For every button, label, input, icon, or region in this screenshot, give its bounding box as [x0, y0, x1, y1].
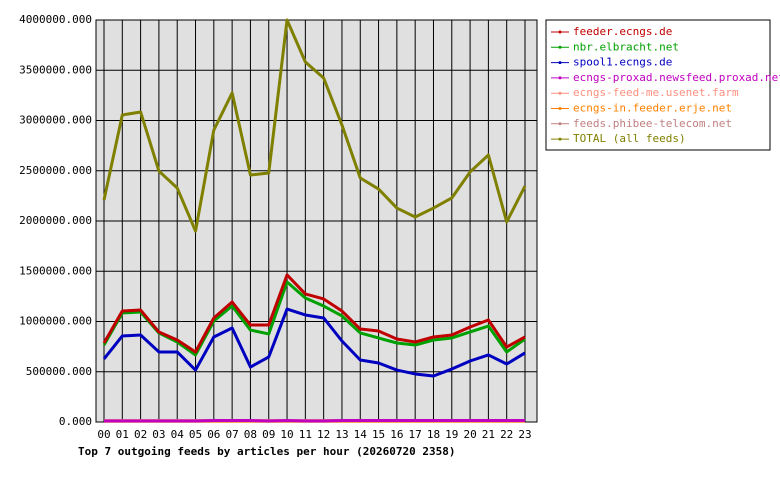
legend-marker	[559, 122, 562, 125]
legend-marker	[559, 107, 562, 110]
x-tick-label: 22	[500, 428, 513, 441]
legend-marker	[559, 31, 562, 34]
x-tick-label: 13	[335, 428, 348, 441]
y-tick-label: 3500000.000	[19, 63, 92, 76]
legend-label: feeder.ecngs.de	[573, 25, 672, 38]
y-tick-label: 0.000	[59, 415, 92, 428]
x-tick-label: 10	[280, 428, 293, 441]
x-tick-label: 19	[445, 428, 458, 441]
y-tick-label: 2000000.000	[19, 214, 92, 227]
y-tick-label: 3000000.000	[19, 114, 92, 127]
x-tick-label: 12	[317, 428, 330, 441]
legend-marker	[559, 46, 562, 49]
x-tick-label: 05	[189, 428, 202, 441]
x-tick-label: 09	[262, 428, 275, 441]
legend-marker	[559, 76, 562, 79]
legend-label: feeds.phibee-telecom.net	[573, 117, 732, 130]
x-tick-label: 14	[354, 428, 368, 441]
x-tick-label: 15	[372, 428, 385, 441]
x-tick-label: 04	[171, 428, 185, 441]
legend-marker	[559, 138, 562, 141]
legend-label: nbr.elbracht.net	[573, 40, 679, 53]
legend-label: spool1.ecngs.de	[573, 56, 672, 69]
x-tick-label: 18	[427, 428, 440, 441]
y-tick-label: 1000000.000	[19, 315, 92, 328]
legend-label: ecngs-proxad.newsfeed.proxad.net	[573, 71, 780, 84]
x-tick-label: 11	[299, 428, 312, 441]
x-tick-label: 02	[134, 428, 147, 441]
x-tick-label: 07	[226, 428, 239, 441]
x-tick-label: 17	[409, 428, 422, 441]
y-tick-label: 1500000.000	[19, 264, 92, 277]
x-tick-label: 03	[152, 428, 165, 441]
legend-marker	[559, 92, 562, 95]
series-line	[104, 420, 525, 421]
y-tick-label: 4000000.000	[19, 13, 92, 26]
x-tick-label: 21	[482, 428, 495, 441]
legend-label: ecngs-feed-me.usenet.farm	[573, 86, 739, 99]
y-tick-label: 500000.000	[26, 365, 92, 378]
chart-title: Top 7 outgoing feeds by articles per hou…	[78, 445, 456, 458]
x-tick-label: 20	[463, 428, 476, 441]
legend-marker	[559, 61, 562, 64]
x-tick-label: 16	[390, 428, 403, 441]
legend-label: ecngs-in.feeder.erje.net	[573, 102, 732, 115]
x-tick-label: 06	[207, 428, 220, 441]
legend-label: TOTAL (all feeds)	[573, 132, 686, 145]
x-tick-label: 08	[244, 428, 257, 441]
x-tick-label: 01	[116, 428, 129, 441]
x-tick-label: 00	[97, 428, 110, 441]
y-tick-label: 2500000.000	[19, 164, 92, 177]
x-tick-label: 23	[518, 428, 531, 441]
